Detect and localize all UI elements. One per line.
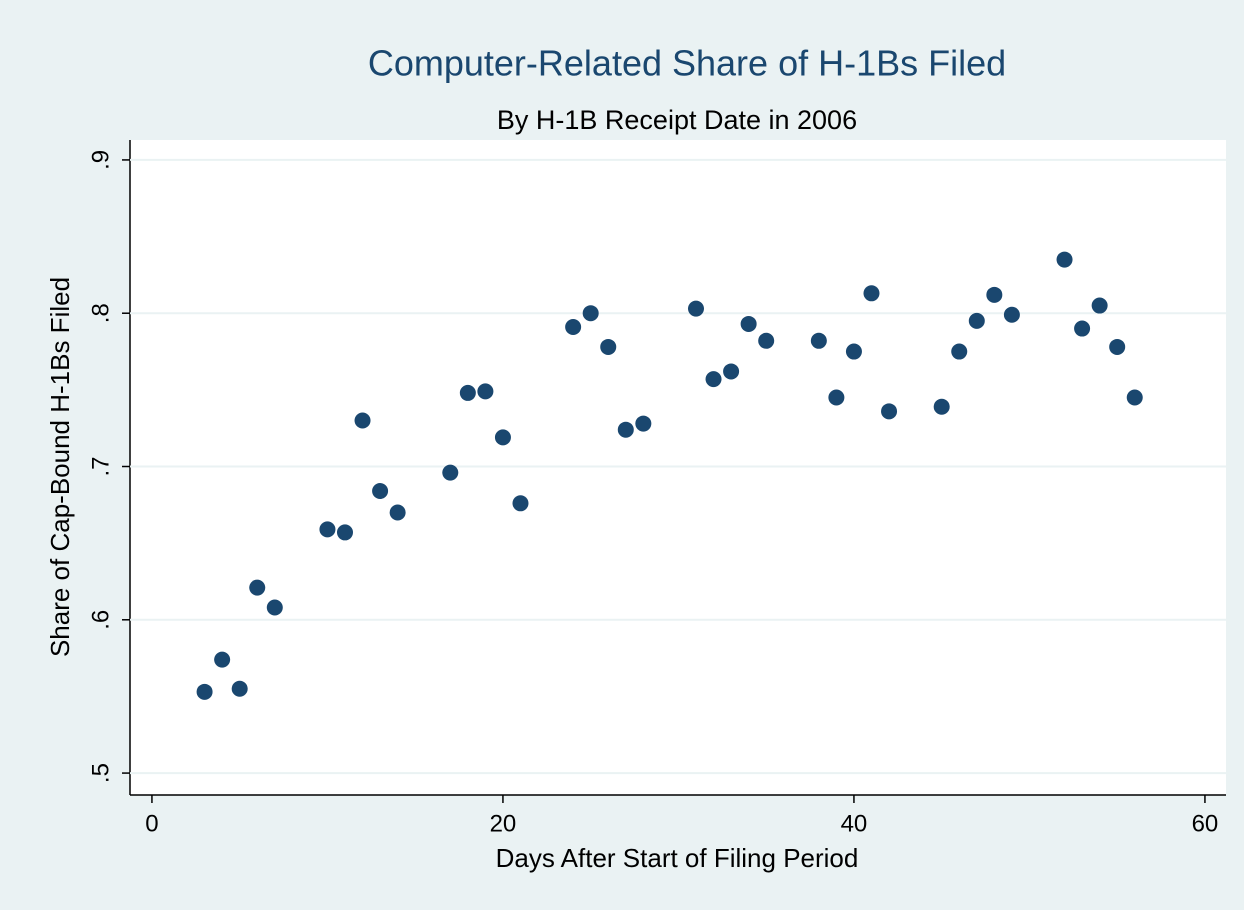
point: [986, 286, 1003, 303]
y-tick-label: .5: [87, 763, 114, 783]
point: [1109, 338, 1126, 355]
point: [442, 464, 459, 481]
point: [1126, 389, 1143, 406]
point: [389, 504, 406, 521]
point: [1003, 306, 1020, 323]
point: [565, 319, 582, 336]
point: [687, 300, 704, 317]
point: [582, 305, 599, 322]
chart-title: Computer-Related Share of H-1Bs Filed: [368, 43, 1006, 84]
point: [249, 579, 266, 596]
point: [600, 338, 617, 355]
y-tick-label: .6: [87, 610, 114, 630]
x-tick-label: 20: [490, 810, 517, 837]
y-tick-label: .8: [87, 303, 114, 323]
point: [319, 521, 336, 538]
y-tick-label: .7: [87, 456, 114, 476]
point: [617, 421, 634, 438]
point: [635, 415, 652, 432]
point: [477, 383, 494, 400]
point: [1091, 297, 1108, 314]
point: [1056, 251, 1073, 268]
point: [196, 683, 213, 700]
chart-subtitle: By H-1B Receipt Date in 2006: [497, 105, 857, 135]
point: [881, 403, 898, 420]
point: [459, 384, 476, 401]
point: [1074, 320, 1091, 337]
point: [231, 680, 248, 697]
point: [494, 429, 511, 446]
point: [372, 483, 389, 500]
point: [968, 312, 985, 329]
point: [845, 343, 862, 360]
point: [705, 371, 722, 388]
point: [828, 389, 845, 406]
x-tick-label: 0: [145, 810, 158, 837]
point: [266, 599, 283, 616]
point: [336, 524, 353, 541]
y-axis-label: Share of Cap-Bound H-1Bs Filed: [45, 277, 75, 657]
point: [758, 332, 775, 349]
point: [214, 651, 231, 668]
point: [354, 412, 371, 429]
x-tick-label: 60: [1192, 810, 1219, 837]
point: [933, 398, 950, 415]
point: [512, 495, 529, 512]
point: [951, 343, 968, 360]
x-axis-label: Days After Start of Filing Period: [496, 843, 859, 873]
point: [723, 363, 740, 380]
y-tick-label: .9: [87, 150, 114, 170]
point: [863, 285, 880, 302]
point: [740, 315, 757, 332]
point: [810, 332, 827, 349]
x-tick-label: 40: [841, 810, 868, 837]
